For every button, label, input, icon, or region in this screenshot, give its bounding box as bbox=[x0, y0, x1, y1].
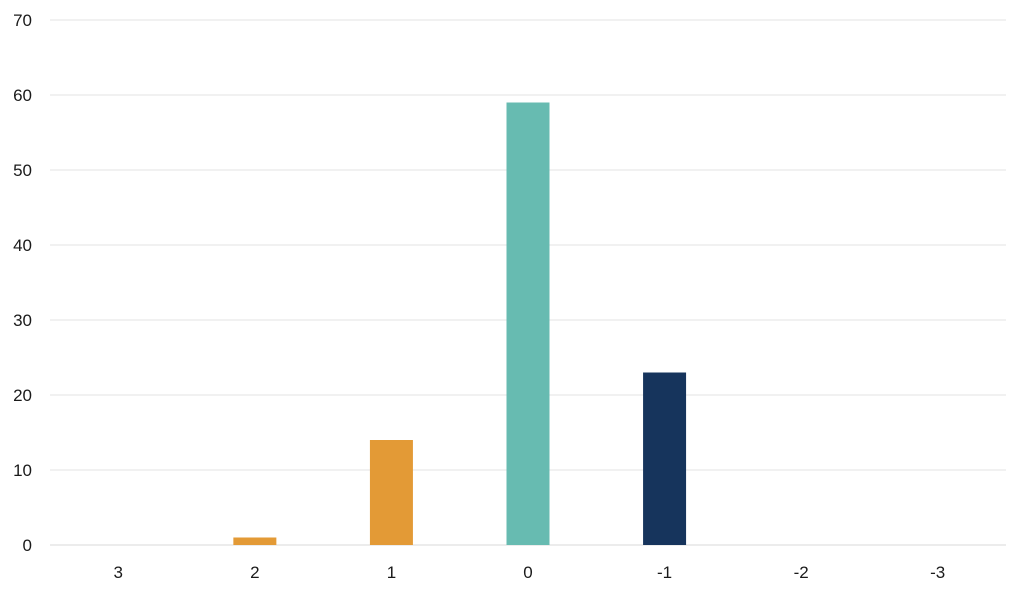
x-tick-label: 3 bbox=[114, 563, 123, 582]
y-tick-label: 40 bbox=[13, 236, 32, 255]
x-axis-ticks: 3 2 1 0 -1 -2 -3 bbox=[114, 563, 946, 582]
x-tick-label: 1 bbox=[387, 563, 396, 582]
bar-0 bbox=[506, 102, 550, 545]
y-tick-label: 20 bbox=[13, 386, 32, 405]
x-tick-label: 0 bbox=[523, 563, 532, 582]
x-tick-label: -2 bbox=[794, 563, 809, 582]
y-tick-label: 60 bbox=[13, 86, 32, 105]
y-tick-label: 50 bbox=[13, 161, 32, 180]
x-tick-label: -1 bbox=[657, 563, 672, 582]
bar--1 bbox=[643, 372, 687, 545]
bars bbox=[233, 102, 687, 545]
x-tick-label: -3 bbox=[930, 563, 945, 582]
y-tick-label: 70 bbox=[13, 11, 32, 30]
bar-1 bbox=[369, 440, 413, 545]
y-tick-label: 0 bbox=[23, 536, 32, 555]
y-tick-label: 30 bbox=[13, 311, 32, 330]
y-tick-label: 10 bbox=[13, 461, 32, 480]
y-axis-ticks: 0 10 20 30 40 50 60 70 bbox=[13, 11, 32, 555]
bar-2 bbox=[233, 537, 277, 545]
x-tick-label: 2 bbox=[250, 563, 259, 582]
